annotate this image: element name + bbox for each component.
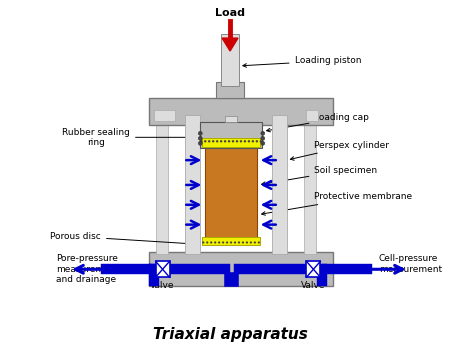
Bar: [322, 264, 372, 274]
Circle shape: [238, 241, 240, 244]
Circle shape: [242, 241, 244, 244]
Polygon shape: [222, 38, 238, 51]
Bar: [201, 122, 262, 148]
Circle shape: [216, 140, 219, 142]
Circle shape: [246, 241, 248, 244]
Text: Rubber sealing
ring: Rubber sealing ring: [62, 127, 196, 147]
Bar: [149, 264, 230, 274]
Circle shape: [200, 140, 202, 142]
Circle shape: [258, 241, 260, 244]
Circle shape: [255, 140, 258, 142]
Circle shape: [212, 140, 214, 142]
Text: Loading piston: Loading piston: [243, 56, 361, 67]
Circle shape: [244, 140, 246, 142]
Bar: [221, 34, 239, 86]
Circle shape: [220, 140, 222, 142]
Bar: [155, 261, 170, 277]
Circle shape: [250, 241, 252, 244]
Circle shape: [240, 140, 242, 142]
Circle shape: [260, 140, 262, 142]
Circle shape: [204, 140, 207, 142]
Text: Porous disc: Porous disc: [50, 232, 199, 246]
Bar: [149, 252, 333, 286]
Text: Triaxial apparatus: Triaxial apparatus: [153, 327, 308, 342]
Circle shape: [224, 140, 226, 142]
Text: Cell-pressure
measurement: Cell-pressure measurement: [379, 255, 442, 274]
Text: Loading cap: Loading cap: [266, 113, 369, 132]
Circle shape: [198, 131, 202, 135]
Circle shape: [232, 140, 234, 142]
Bar: [234, 264, 318, 274]
Circle shape: [228, 140, 230, 142]
Circle shape: [208, 140, 210, 142]
Text: Valve: Valve: [301, 281, 326, 290]
Circle shape: [234, 241, 236, 244]
Circle shape: [252, 140, 254, 142]
Circle shape: [254, 241, 256, 244]
Bar: [318, 264, 327, 286]
Text: Perspex cylinder: Perspex cylinder: [291, 141, 389, 160]
Circle shape: [202, 241, 204, 244]
Bar: [224, 272, 238, 286]
Circle shape: [261, 136, 265, 140]
Text: Protective membrane: Protective membrane: [262, 192, 412, 215]
Bar: [149, 264, 159, 286]
Bar: [304, 115, 316, 255]
Bar: [149, 98, 333, 125]
Bar: [155, 115, 167, 255]
Circle shape: [230, 241, 232, 244]
Bar: [216, 82, 244, 98]
Bar: [205, 145, 257, 240]
Bar: [202, 236, 260, 245]
Circle shape: [236, 140, 238, 142]
Bar: [202, 138, 260, 147]
Bar: [307, 261, 320, 277]
Bar: [225, 116, 237, 122]
Bar: [154, 110, 175, 121]
Circle shape: [206, 241, 209, 244]
Circle shape: [261, 141, 265, 145]
Circle shape: [248, 140, 250, 142]
Bar: [307, 110, 319, 121]
Circle shape: [214, 241, 216, 244]
Bar: [185, 115, 201, 255]
Text: Valve: Valve: [150, 281, 175, 290]
Circle shape: [226, 241, 228, 244]
Circle shape: [198, 136, 202, 140]
Circle shape: [198, 141, 202, 145]
Circle shape: [218, 241, 220, 244]
Bar: [272, 115, 287, 255]
Text: Soil specimen: Soil specimen: [262, 165, 377, 185]
Text: Pore-pressure
measurement
and drainage: Pore-pressure measurement and drainage: [56, 255, 119, 284]
Bar: [101, 264, 151, 274]
Circle shape: [261, 131, 265, 135]
Circle shape: [210, 241, 212, 244]
Text: Load: Load: [215, 8, 245, 18]
Circle shape: [222, 241, 224, 244]
